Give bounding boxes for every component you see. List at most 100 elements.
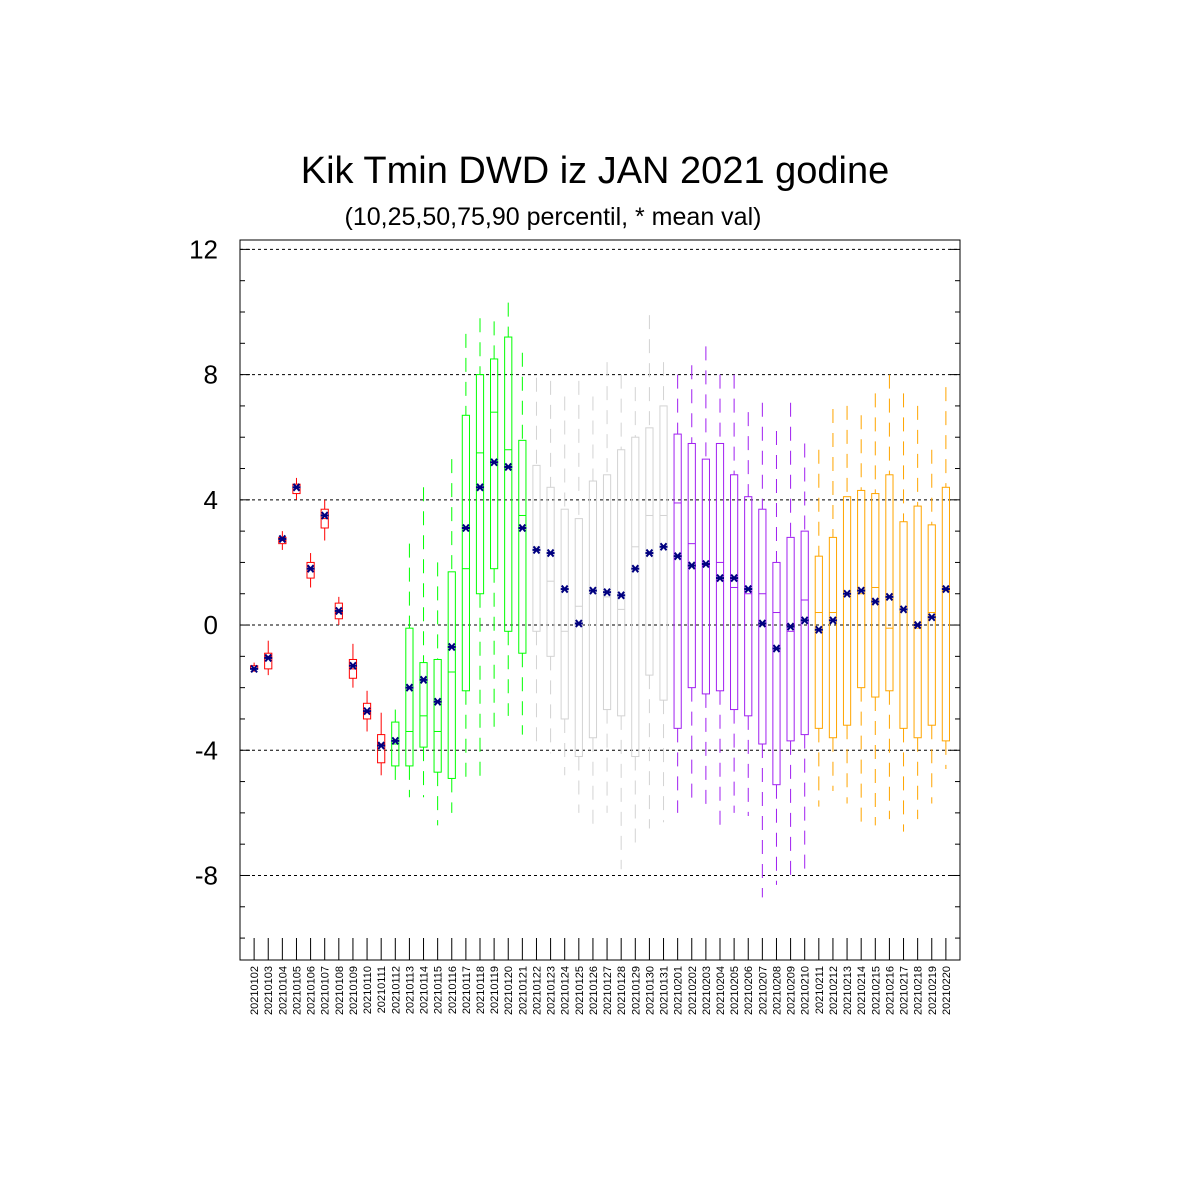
x-tick-label: 20210115 xyxy=(433,966,445,1014)
x-tick-label: 20210216 xyxy=(884,966,896,1015)
mean-stroke xyxy=(320,511,329,520)
mean-stroke xyxy=(871,597,880,606)
iqr-box xyxy=(758,508,767,745)
box-20210125 xyxy=(574,380,583,813)
iqr-box xyxy=(475,374,485,595)
mean-marker xyxy=(377,741,386,750)
mean-stroke xyxy=(702,559,710,569)
y-tick-label: 12 xyxy=(189,234,218,264)
mean-marker xyxy=(306,564,315,573)
box-20210131 xyxy=(659,362,668,823)
x-tick-label: 20210105 xyxy=(291,966,303,1015)
x-axis: 20210102 20210103 20210104 20210105 20210106… xyxy=(249,938,953,1015)
iqr-box xyxy=(518,439,527,654)
box-20210122 xyxy=(532,377,541,748)
mean-marker xyxy=(461,523,470,533)
mean-marker xyxy=(941,584,950,594)
mean-stroke xyxy=(504,462,512,472)
box-20210212 xyxy=(828,409,838,791)
mean-stroke xyxy=(730,573,738,583)
box-20210109 xyxy=(348,643,358,688)
mean-marker xyxy=(673,552,682,561)
mean-marker xyxy=(391,736,400,746)
iqr-box xyxy=(786,536,795,742)
x-tick-label: 20210214 xyxy=(856,966,868,1015)
mean-marker xyxy=(433,697,442,706)
x-tick-label: 20210124 xyxy=(560,966,572,1015)
mean-stroke xyxy=(815,625,823,634)
x-tick-label: 20210109 xyxy=(348,966,360,1015)
box-20210216 xyxy=(885,374,894,820)
plot-frame xyxy=(239,239,961,961)
mean-stroke xyxy=(659,542,668,551)
box-20210201 xyxy=(673,374,682,813)
mean-marker xyxy=(885,592,894,602)
iqr-box xyxy=(941,486,950,742)
box-20210124 xyxy=(560,396,569,776)
x-tick-label: 20210203 xyxy=(701,966,713,1015)
grid-layer xyxy=(240,248,960,876)
x-tick-label: 20210215 xyxy=(870,966,882,1015)
mean-stroke xyxy=(589,586,597,595)
x-tick-label: 20210130 xyxy=(644,966,656,1015)
mean-marker xyxy=(292,483,301,492)
iqr-box xyxy=(574,518,583,758)
mean-marker xyxy=(603,588,612,597)
mean-marker xyxy=(701,559,710,569)
iqr-box xyxy=(532,464,541,632)
iqr-box xyxy=(730,474,739,711)
iqr-box xyxy=(701,458,710,695)
iqr-box xyxy=(857,489,866,689)
iqr-box xyxy=(419,662,428,748)
x-tick-label: 20210220 xyxy=(941,966,953,1015)
mean-stroke xyxy=(405,683,414,692)
box-20210205 xyxy=(730,374,739,813)
mean-marker xyxy=(786,622,795,631)
box-20210123 xyxy=(546,380,555,754)
chart-title: Kik Tmin DWD iz JAN 2021 godine xyxy=(301,150,890,192)
box-20210211 xyxy=(814,449,823,807)
box-20210129 xyxy=(631,387,640,851)
mean-marker xyxy=(518,523,527,533)
mean-marker xyxy=(419,675,428,684)
x-tick-label: 20210111 xyxy=(376,966,388,1013)
mean-marker xyxy=(631,564,640,573)
y-tick-label: 0 xyxy=(204,610,218,640)
x-tick-label: 20210103 xyxy=(263,966,275,1015)
iqr-box xyxy=(744,496,753,717)
mean-marker xyxy=(899,605,908,614)
iqr-box xyxy=(772,561,781,786)
mean-marker xyxy=(250,664,259,674)
x-tick-label: 20210204 xyxy=(715,966,727,1015)
chart-subtitle: (10,25,50,75,90 percentil, * mean val) xyxy=(345,203,762,231)
x-tick-label: 20210205 xyxy=(729,966,741,1015)
x-tick-label: 20210210 xyxy=(800,966,812,1015)
box-20210115 xyxy=(433,562,442,826)
box-20210111 xyxy=(377,712,386,776)
iqr-box xyxy=(461,414,470,692)
box-20210119 xyxy=(490,321,499,735)
mean-stroke xyxy=(278,534,287,544)
mean-stroke xyxy=(349,661,357,670)
mean-marker xyxy=(560,584,569,594)
mean-marker xyxy=(278,534,287,544)
x-tick-label: 20210114 xyxy=(419,966,431,1014)
mean-stroke xyxy=(800,616,809,625)
iqr-box xyxy=(673,433,682,729)
iqr-box xyxy=(899,521,908,729)
boxes-layer xyxy=(250,302,950,898)
box-20210203 xyxy=(701,346,710,807)
iqr-box xyxy=(617,449,626,717)
box-20210127 xyxy=(602,362,612,813)
mean-marker xyxy=(476,483,484,492)
mean-stroke xyxy=(433,697,442,706)
x-tick-label: 20210125 xyxy=(574,966,586,1015)
x-tick-label: 20210212 xyxy=(828,966,840,1015)
mean-stroke xyxy=(885,592,894,602)
x-tick-label: 20210108 xyxy=(334,966,346,1015)
box-20210120 xyxy=(504,302,513,716)
mean-marker xyxy=(730,573,739,583)
box-20210220 xyxy=(941,387,950,770)
mean-marker xyxy=(645,548,654,558)
